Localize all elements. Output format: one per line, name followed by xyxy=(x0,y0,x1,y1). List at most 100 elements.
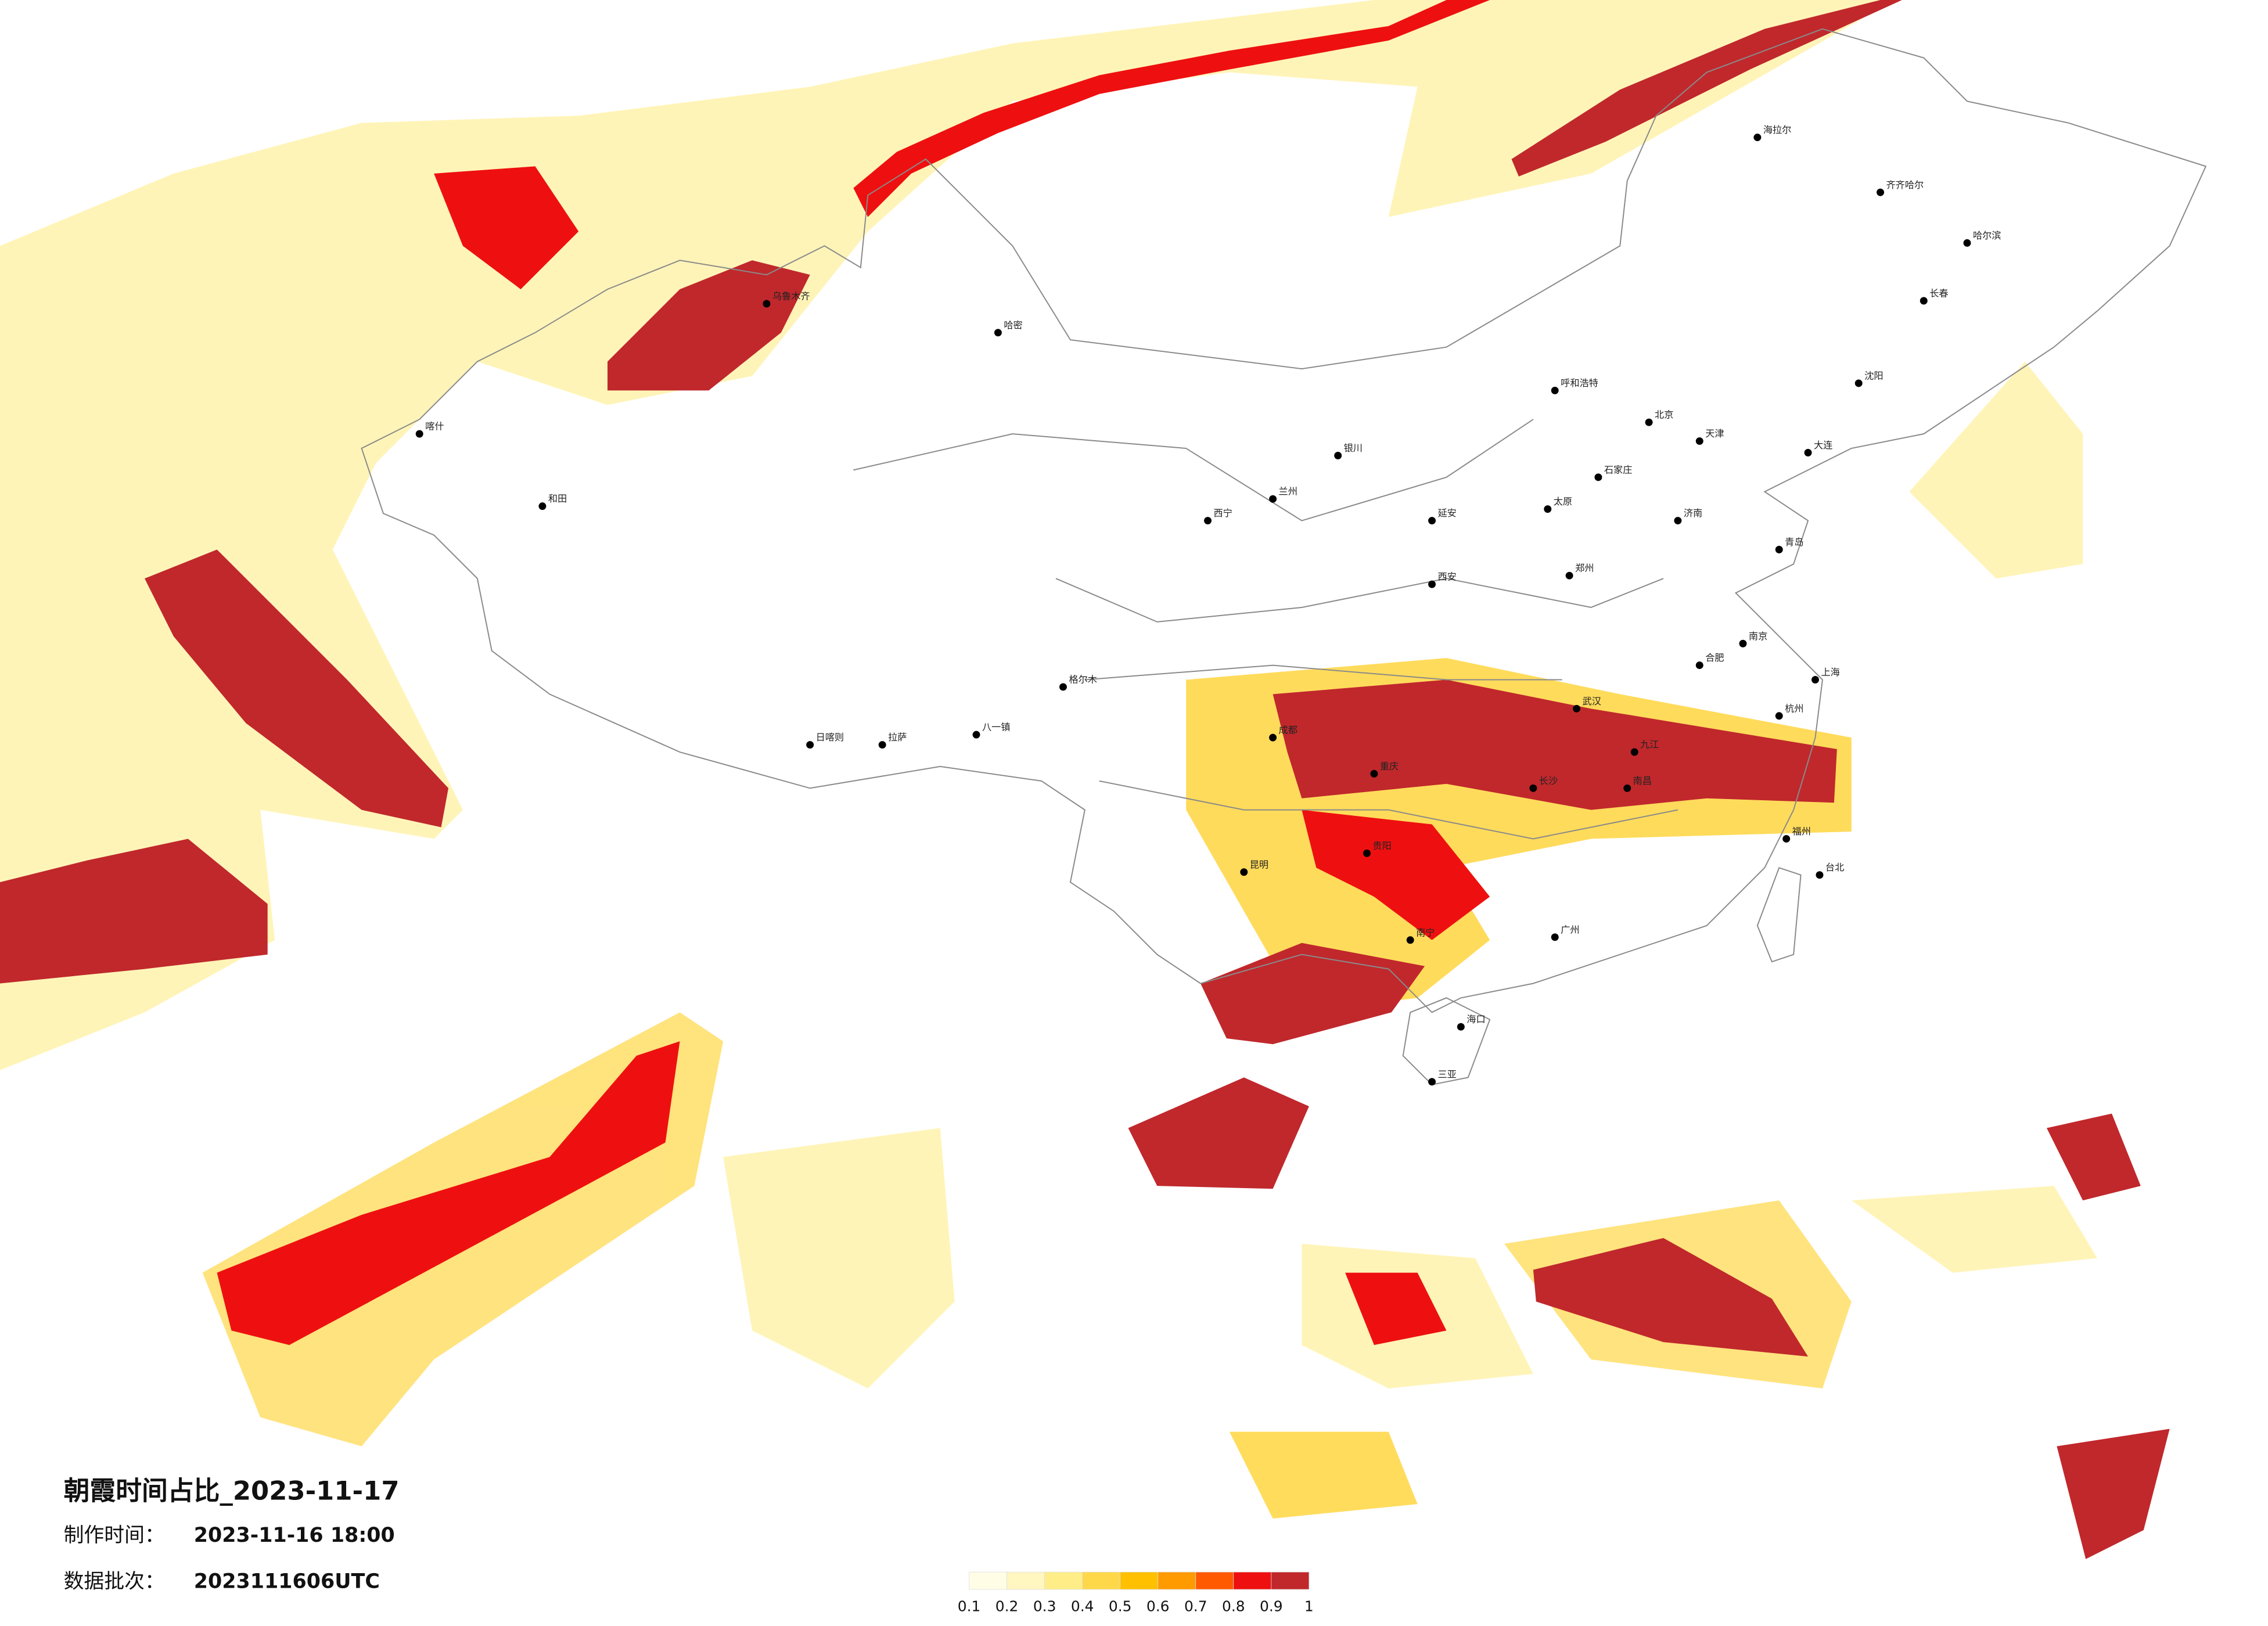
city-label: 杭州 xyxy=(1785,703,1803,714)
city-label: 西安 xyxy=(1437,571,1456,582)
city-label: 乌鲁木齐 xyxy=(772,291,810,302)
city-dot xyxy=(1811,676,1819,684)
city-label: 天津 xyxy=(1705,428,1724,439)
city-label: 合肥 xyxy=(1705,652,1724,663)
city-label: 南京 xyxy=(1749,631,1767,642)
city-label: 长春 xyxy=(1929,288,1948,299)
city-label: 格尔木 xyxy=(1069,674,1097,685)
city-dot xyxy=(1428,580,1436,588)
legend-swatch xyxy=(1082,1571,1121,1590)
city-label: 哈密 xyxy=(1004,319,1022,330)
city-label: 延安 xyxy=(1437,508,1456,519)
city-label: 和田 xyxy=(548,493,567,504)
city-dot xyxy=(1630,748,1638,756)
city-dot xyxy=(1877,188,1885,196)
legend-tick-label: 0.6 xyxy=(1146,1598,1170,1614)
city-dot xyxy=(1573,704,1581,713)
city-dot xyxy=(763,300,771,308)
city-dot xyxy=(1428,1078,1436,1086)
city-dot xyxy=(1059,683,1067,691)
city-label: 上海 xyxy=(1821,667,1839,678)
city-dot xyxy=(806,741,814,749)
city-dot xyxy=(1529,784,1537,792)
city-label: 九江 xyxy=(1640,739,1659,750)
city-label: 海拉尔 xyxy=(1763,124,1792,135)
data-batch-value: 2023111606UTC xyxy=(194,1570,380,1593)
city-dot xyxy=(1240,868,1248,876)
city-label: 兰州 xyxy=(1279,486,1297,497)
production-time-label: 制作时间： xyxy=(64,1524,165,1547)
city-dot xyxy=(1816,871,1824,879)
production-time-value: 2023-11-16 18:00 xyxy=(194,1524,395,1547)
city-label: 哈尔滨 xyxy=(1973,230,2001,241)
city-label: 青岛 xyxy=(1785,537,1803,548)
heat-core xyxy=(0,0,2170,1559)
city-label: 太原 xyxy=(1554,496,1572,507)
legend-swatch xyxy=(1044,1571,1083,1590)
legend-tick-label: 1 xyxy=(1304,1598,1314,1614)
city-dot xyxy=(1739,639,1747,647)
legend-swatch xyxy=(1007,1571,1045,1590)
city-dot xyxy=(1645,418,1653,426)
city-dot xyxy=(1457,1023,1465,1031)
city-label: 台北 xyxy=(1825,862,1844,873)
legend-tick-label: 0.7 xyxy=(1184,1598,1207,1614)
legend-swatch xyxy=(1271,1571,1310,1590)
city-dot xyxy=(1804,449,1812,456)
city-dot xyxy=(1269,495,1277,503)
city-label: 海口 xyxy=(1467,1014,1485,1025)
city-label: 沈阳 xyxy=(1864,370,1883,381)
city-dot xyxy=(878,741,886,749)
city-label: 八一镇 xyxy=(982,722,1011,733)
city-dot xyxy=(538,502,547,510)
city-label: 重庆 xyxy=(1380,761,1399,772)
city-label: 银川 xyxy=(1344,443,1363,454)
city-label: 北京 xyxy=(1655,409,1673,420)
city-dot xyxy=(1406,936,1414,944)
city-dot xyxy=(1674,517,1682,525)
city-dot xyxy=(1204,517,1212,525)
city-dot xyxy=(415,430,423,438)
boundaries xyxy=(361,28,2207,1085)
legend: 0.1 0.2 0.3 0.4 0.5 0.6 0.7 0.8 0.9 1 xyxy=(958,1571,1314,1614)
city-dot xyxy=(1594,473,1602,481)
map-title: 朝霞时间占比_2023-11-17 xyxy=(64,1476,400,1506)
city-dot xyxy=(1695,661,1703,670)
legend-tick-label: 0.9 xyxy=(1260,1598,1283,1614)
city-dot xyxy=(1775,545,1783,553)
city-dot xyxy=(1775,712,1783,720)
legend-swatch xyxy=(1195,1571,1234,1590)
city-dot xyxy=(1544,505,1552,513)
city-label: 贵阳 xyxy=(1372,840,1391,851)
city-dot xyxy=(1963,239,1971,247)
legend-tick-label: 0.4 xyxy=(1071,1598,1094,1614)
city-dot xyxy=(1370,769,1378,778)
legend-tick-label: 0.3 xyxy=(1033,1598,1056,1614)
city-label: 西宁 xyxy=(1213,508,1232,519)
city-dot xyxy=(972,731,980,739)
city-label: 郑州 xyxy=(1575,563,1594,574)
city-label: 日喀则 xyxy=(816,732,844,743)
legend-swatch xyxy=(1233,1571,1272,1590)
city-dot xyxy=(1920,297,1928,305)
legend-swatch xyxy=(969,1571,1007,1590)
city-dot xyxy=(1428,517,1436,525)
city-dot xyxy=(1753,134,1762,142)
city-label: 喀什 xyxy=(425,421,444,432)
city-label: 成都 xyxy=(1279,725,1297,736)
city-label: 拉萨 xyxy=(888,732,907,743)
city-label: 齐齐哈尔 xyxy=(1886,179,1924,190)
legend-tick-label: 0.5 xyxy=(1109,1598,1132,1614)
city-dot xyxy=(1269,733,1277,742)
city-label: 南昌 xyxy=(1633,775,1652,786)
city-label: 广州 xyxy=(1561,924,1579,935)
city-dot xyxy=(1565,571,1573,580)
city-label: 南宁 xyxy=(1416,927,1435,938)
city-label: 长沙 xyxy=(1539,775,1558,786)
city-label: 昆明 xyxy=(1250,859,1268,870)
legend-tick-label: 0.2 xyxy=(995,1598,1019,1614)
city-dot xyxy=(1363,849,1371,857)
legend-tick-label: 0.8 xyxy=(1222,1598,1245,1614)
